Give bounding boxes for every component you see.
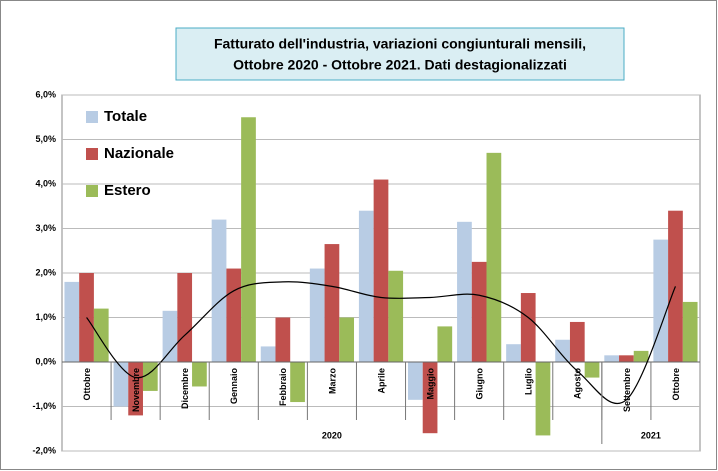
bar [309, 268, 325, 362]
bar [520, 293, 536, 362]
bar [407, 362, 423, 400]
y-tick-label: 1,0% [35, 312, 56, 322]
bar [358, 210, 374, 362]
bar [128, 362, 143, 416]
legend-label: Totale [104, 108, 147, 125]
bar [241, 117, 256, 362]
bar [682, 301, 698, 362]
chart-title: Ottobre 2020 - Ottobre 2021. Dati destag… [233, 57, 567, 73]
bar [535, 362, 551, 436]
y-tick-label: -2,0% [32, 445, 56, 455]
bar [506, 344, 521, 362]
group-label: 2021 [641, 430, 661, 440]
bar [619, 355, 634, 362]
bar [457, 221, 472, 362]
trend-line [86, 281, 677, 405]
legend-label: Estero [104, 182, 151, 199]
bar [339, 317, 355, 362]
legend-swatch [86, 111, 98, 123]
x-tick-label: Settembre [622, 368, 632, 412]
legend-swatch [86, 148, 98, 160]
bar [584, 362, 600, 378]
x-tick-label: Maggio [425, 368, 435, 400]
bar [653, 239, 669, 362]
bar [422, 362, 438, 434]
x-tick-label: Dicembre [180, 368, 190, 409]
x-tick-label: Giugno [475, 368, 485, 400]
bar [64, 281, 80, 362]
bar [177, 273, 193, 362]
group-label: 2020 [322, 430, 342, 440]
bar [486, 152, 502, 362]
y-tick-label: 2,0% [35, 267, 56, 277]
bar [260, 346, 276, 362]
bar [324, 244, 340, 362]
y-tick-label: 3,0% [35, 223, 56, 233]
bar [604, 355, 620, 362]
bar [290, 362, 305, 403]
bar [555, 339, 570, 362]
title-box [175, 27, 625, 81]
x-tick-label: Ottobre [82, 368, 92, 401]
bar [162, 310, 178, 362]
y-tick-label: 5,0% [35, 134, 56, 144]
x-tick-label: Febbraio [278, 368, 288, 407]
y-tick-label: -1,0% [32, 401, 56, 411]
x-tick-label: Agosto [573, 368, 583, 399]
legend-swatch [86, 185, 98, 197]
chart-title: Fatturato dell'industria, variazioni con… [214, 36, 586, 52]
x-tick-label: Ottobre [671, 368, 681, 401]
x-tick-label: Aprile [376, 368, 386, 394]
x-tick-label: Marzo [327, 368, 337, 395]
y-tick-label: 4,0% [35, 178, 56, 188]
legend-label: Nazionale [104, 145, 174, 162]
bar [93, 308, 109, 362]
bar [471, 261, 487, 362]
bar [211, 219, 227, 362]
bar [275, 317, 291, 362]
y-tick-label: 6,0% [35, 89, 56, 99]
x-tick-label: Novembre [131, 368, 141, 412]
y-tick-label: 0,0% [35, 356, 56, 366]
x-tick-label: Gennaio [229, 368, 239, 405]
bar [373, 179, 389, 362]
bar [569, 321, 585, 362]
bar [437, 326, 453, 362]
bar [192, 362, 207, 387]
bar [226, 268, 242, 362]
bar [633, 350, 649, 362]
bar [388, 270, 404, 362]
x-tick-label: Luglio [524, 368, 534, 395]
bar [113, 362, 129, 407]
